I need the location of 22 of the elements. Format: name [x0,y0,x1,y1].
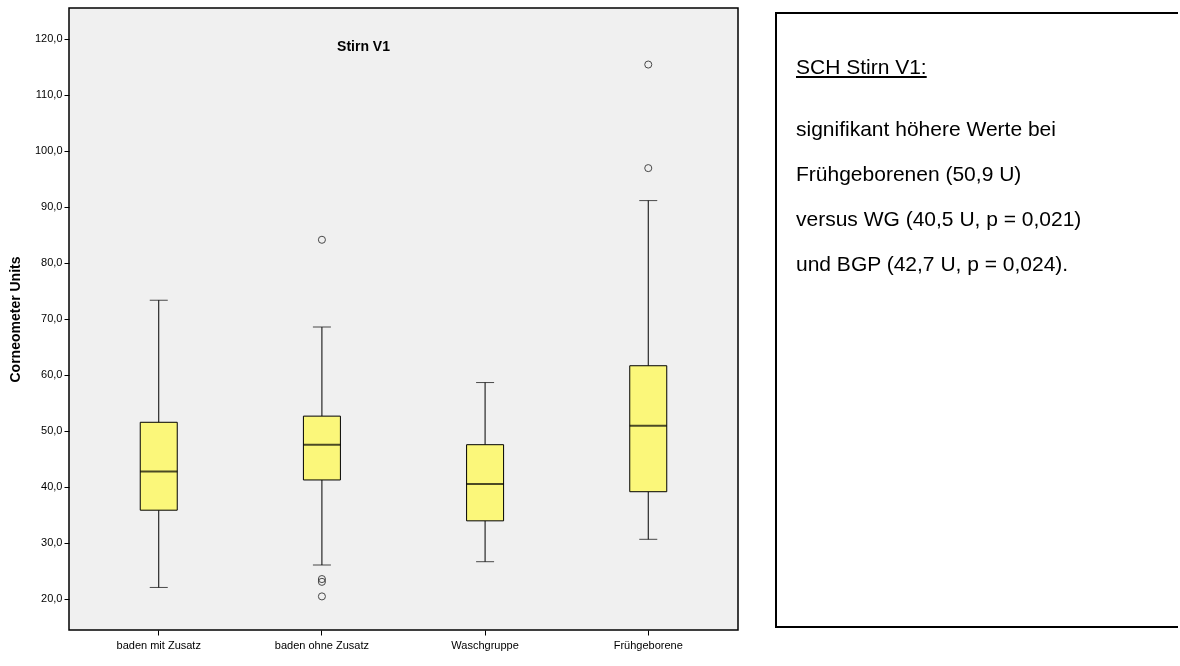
y-tick-label: 80,0 [41,256,63,269]
y-tick-label: 120,0 [34,32,63,45]
text: signifikant höhere Werte bei [796,116,1057,142]
text: versus WG (40,5 U, p = 0,021) [796,206,1083,232]
y-tick-label: 60,0 [41,368,63,381]
y-tick-label: 110,0 [35,88,63,101]
y-tick-label: 20,0 [41,592,63,605]
y-axis-title: Corneometer Units [6,256,23,383]
y-tick-label: 70,0 [41,312,63,325]
text: Frühgeborenen (50,9 U) [796,161,1023,187]
y-tick-label: 30,0 [41,536,63,549]
x-tick-label: Waschgruppe [451,638,519,651]
x-tick-label: baden mit Zusatz [116,638,201,651]
text: Stirn V1 [337,38,391,54]
text: SCH Stirn V1: [796,54,928,80]
y-tick-label: 90,0 [41,200,63,213]
y-tick-label: 100,0 [34,144,63,157]
x-tick-label: baden ohne Zusatz [274,638,370,651]
y-tick-label: 40,0 [41,480,63,493]
y-tick-label: 50,0 [41,424,63,437]
x-tick-label: Frühgeborene [613,638,683,651]
text: und BGP (42,7 U, p = 0,024). [796,251,1070,277]
